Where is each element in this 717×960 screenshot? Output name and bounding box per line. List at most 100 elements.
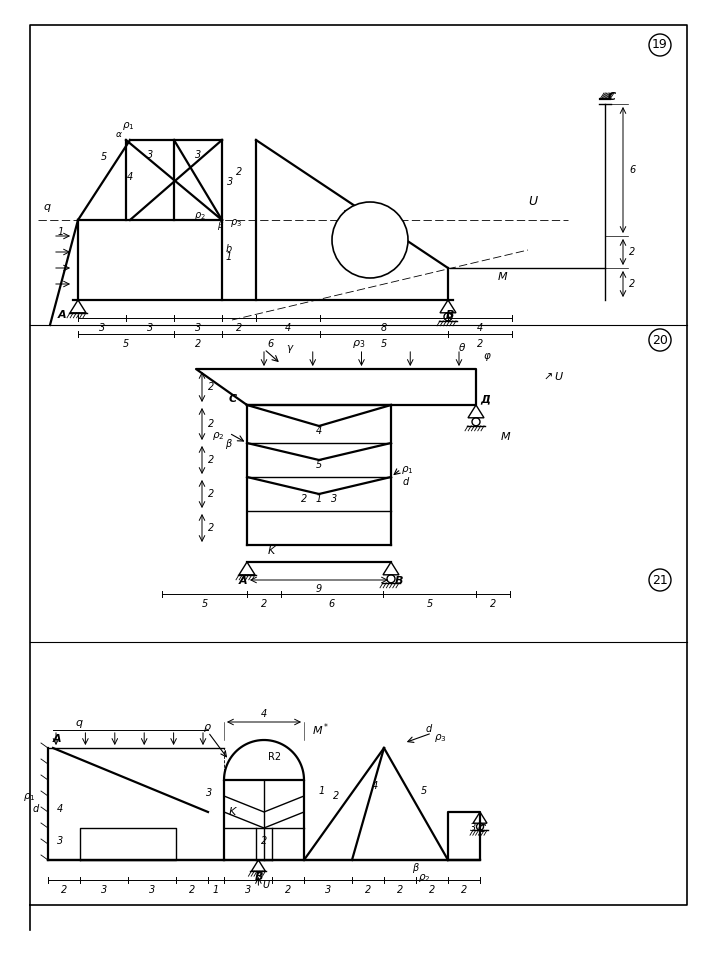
Text: 2: 2 [208,455,214,465]
Text: $\nearrow U$: $\nearrow U$ [541,370,564,382]
Text: 1: 1 [226,252,232,262]
Text: 5: 5 [101,152,107,162]
Text: 2: 2 [285,885,291,895]
Text: 4: 4 [477,323,483,333]
Text: d: d [403,477,409,487]
Text: $\rho_3$: $\rho_3$ [434,732,447,744]
Text: 8: 8 [381,323,387,333]
Text: K: K [342,209,351,223]
Text: 5: 5 [427,599,432,609]
Text: 3: 3 [147,323,153,333]
Text: 3: 3 [331,494,337,505]
Text: 2: 2 [365,885,371,895]
Polygon shape [247,545,391,562]
Text: 2: 2 [261,599,267,609]
Text: $\rho_3$: $\rho_3$ [230,217,242,229]
Text: 4: 4 [372,781,379,791]
Text: 6: 6 [268,339,274,349]
Text: B: B [255,872,263,882]
Text: ρ: ρ [204,722,211,732]
Text: 4: 4 [57,804,63,814]
Text: 21: 21 [652,573,668,587]
Text: β: β [412,863,418,873]
Text: A: A [239,576,247,586]
Text: 2: 2 [208,489,214,499]
Polygon shape [357,405,391,545]
Text: M: M [501,432,511,442]
Text: U: U [262,880,270,890]
Text: 6: 6 [329,599,335,609]
Text: 5: 5 [123,339,129,349]
Text: $\rho_2$: $\rho_2$ [194,210,206,222]
Text: K: K [229,807,236,817]
Text: 2: 2 [208,419,214,429]
Text: 4: 4 [261,709,267,719]
Text: $\rho_1$: $\rho_1$ [401,464,414,476]
Text: K: K [267,545,275,556]
Text: 2: 2 [397,885,403,895]
Text: C: C [478,824,486,834]
Text: $\rho_2$: $\rho_2$ [418,872,430,884]
Text: 1: 1 [319,786,326,796]
Text: 3: 3 [149,885,155,895]
Text: $\Phi_4$: $\Phi_4$ [372,227,386,241]
Polygon shape [224,780,304,860]
Polygon shape [196,369,476,405]
Text: 2: 2 [195,339,201,349]
Text: $\rho_1$: $\rho_1$ [23,791,36,803]
Text: d: d [426,724,432,734]
Text: 3: 3 [57,836,63,846]
Polygon shape [224,740,304,780]
Text: 1: 1 [316,494,322,505]
Text: 1: 1 [58,227,65,237]
Text: φ: φ [484,351,491,361]
Text: 4: 4 [285,323,291,333]
Text: C: C [229,394,237,404]
Text: 2: 2 [208,523,214,533]
Text: 3: 3 [245,885,251,895]
Text: 3: 3 [470,823,476,833]
Text: C: C [608,92,616,102]
Text: q: q [43,202,50,212]
Text: θ: θ [459,343,465,353]
Text: 2: 2 [236,167,242,177]
Text: 6: 6 [629,165,635,175]
Text: b: b [226,244,232,254]
Polygon shape [78,220,222,300]
Text: R2: R2 [268,752,281,762]
Text: 3: 3 [227,177,233,187]
Text: 9: 9 [316,584,322,594]
Polygon shape [247,405,281,545]
Text: 2: 2 [477,339,483,349]
Text: β: β [217,221,223,230]
Text: 2: 2 [629,279,635,289]
Text: 3: 3 [147,150,153,160]
Text: 3: 3 [206,788,212,798]
Text: M: M [498,272,508,282]
Text: 2: 2 [236,323,242,333]
Text: 3: 3 [195,150,201,160]
Circle shape [332,202,408,278]
Text: d: d [33,804,39,814]
Text: 19: 19 [652,38,668,52]
Polygon shape [256,140,448,300]
Text: 2: 2 [61,885,67,895]
Text: 3: 3 [195,323,201,333]
Text: 2: 2 [333,791,339,801]
Text: 1: 1 [213,885,219,895]
Text: 5: 5 [316,461,322,470]
Text: $\rho_3$: $\rho_3$ [351,338,365,350]
Text: Д: Д [480,394,490,404]
Text: 2: 2 [189,885,195,895]
Text: 2: 2 [461,885,467,895]
Text: 4: 4 [316,426,322,437]
Text: γ: γ [286,343,292,353]
Text: 2: 2 [490,599,496,609]
Text: 3: 3 [325,885,331,895]
Text: q: q [75,718,82,728]
Text: $\rho_2$: $\rho_2$ [212,430,224,442]
Text: B: B [395,576,404,586]
Text: A: A [58,310,67,320]
Text: 2: 2 [629,247,635,257]
Text: A: A [53,734,62,744]
